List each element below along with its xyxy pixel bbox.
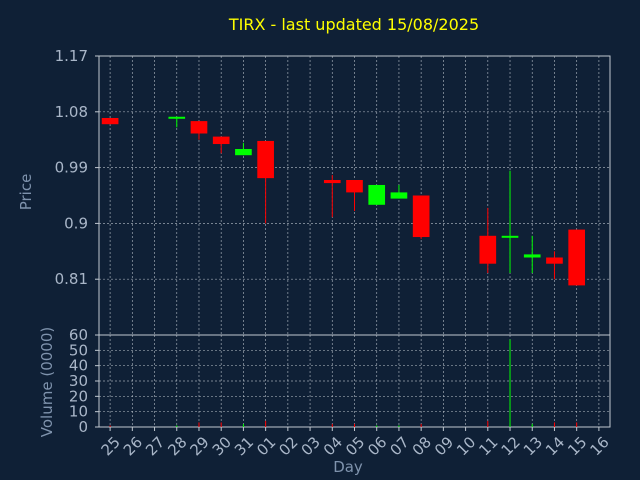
volume-tick-label: 20 [69,387,88,405]
candle-body [323,180,341,184]
candle-body [390,192,408,199]
candle-body [101,118,119,125]
candle-body [346,180,363,193]
candle-body [212,136,230,145]
price-tick-label: 1.17 [55,47,88,65]
candle-body [368,184,386,205]
price-axis-label: Price [17,174,35,211]
volume-tick-label: 40 [69,357,88,375]
candle-body [257,140,274,179]
candle-body [546,257,563,264]
volume-tick-label: 60 [69,326,88,344]
chart-title: TIRX - last updated 15/08/2025 [228,15,479,34]
price-tick-label: 1.08 [55,103,88,121]
price-tick-label: 0.81 [55,270,88,288]
candle-body [412,195,430,238]
price-tick-label: 0.9 [64,214,88,232]
candle-body [168,116,186,119]
x-axis-label: Day [333,458,363,476]
volume-tick-label: 0 [78,418,88,436]
candle-body [235,149,252,156]
price-panel: 0.81 0.9 0.99 1.08 1.17 [55,47,611,336]
volume-axis-label: Volume (0000) [38,327,56,437]
price-tick-label: 0.99 [55,159,88,177]
x-axis: 2526272829303101020304050607080910111213… [98,427,613,459]
x-tick-label: 16 [586,433,612,459]
candle-body [568,229,586,286]
candle-body [523,254,541,258]
volume-tick-label: 30 [69,372,88,390]
volume-tick-label: 50 [69,341,88,359]
volume-tick-label: 10 [69,403,88,421]
candle-body [479,235,497,264]
candle-body [190,121,208,134]
candle-body [501,235,519,238]
